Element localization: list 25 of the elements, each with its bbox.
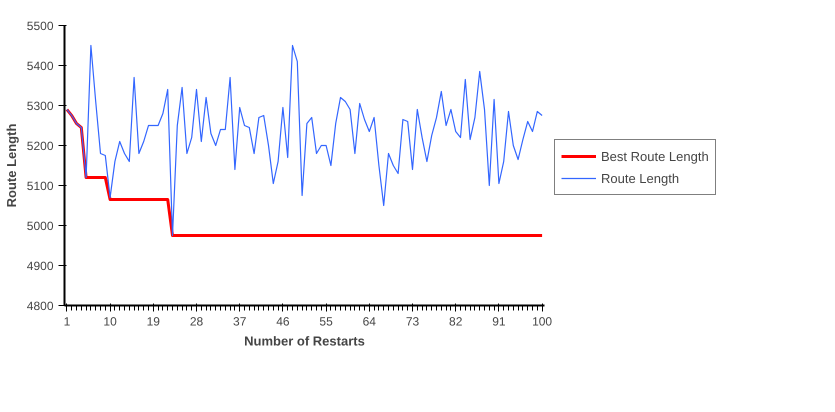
- y-tick-label: 4800: [26, 299, 54, 313]
- y-tick-label: 5400: [26, 59, 54, 73]
- x-tick-label: 73: [406, 314, 420, 328]
- x-tick-label: 100: [532, 314, 552, 328]
- y-tick-label: 5100: [26, 179, 54, 193]
- x-tick-label: 1: [64, 314, 71, 328]
- x-tick-label: 19: [146, 314, 160, 328]
- x-tick-label: 46: [276, 314, 290, 328]
- x-tick-label: 82: [449, 314, 463, 328]
- x-tick-label: 91: [492, 314, 506, 328]
- y-tick-label: 5200: [26, 139, 54, 153]
- x-axis-title: Number of Restarts: [244, 334, 365, 348]
- legend-label: Route Length: [601, 170, 680, 186]
- y-tick-label: 5000: [26, 219, 54, 233]
- x-tick-label: 10: [103, 314, 118, 328]
- x-tick-label: 28: [190, 314, 204, 328]
- line-series: [66, 44, 543, 236]
- y-axis-title: Route Length: [4, 124, 19, 208]
- y-tick-label: 5500: [26, 19, 54, 33]
- y-tick-label: 4900: [26, 259, 54, 273]
- y-tick-label: 5300: [26, 99, 54, 113]
- legend-label: Best Route Length: [601, 148, 709, 164]
- x-tick-label: 64: [362, 314, 376, 328]
- x-tick-label: 55: [319, 314, 334, 328]
- x-tick-label: 37: [233, 314, 247, 328]
